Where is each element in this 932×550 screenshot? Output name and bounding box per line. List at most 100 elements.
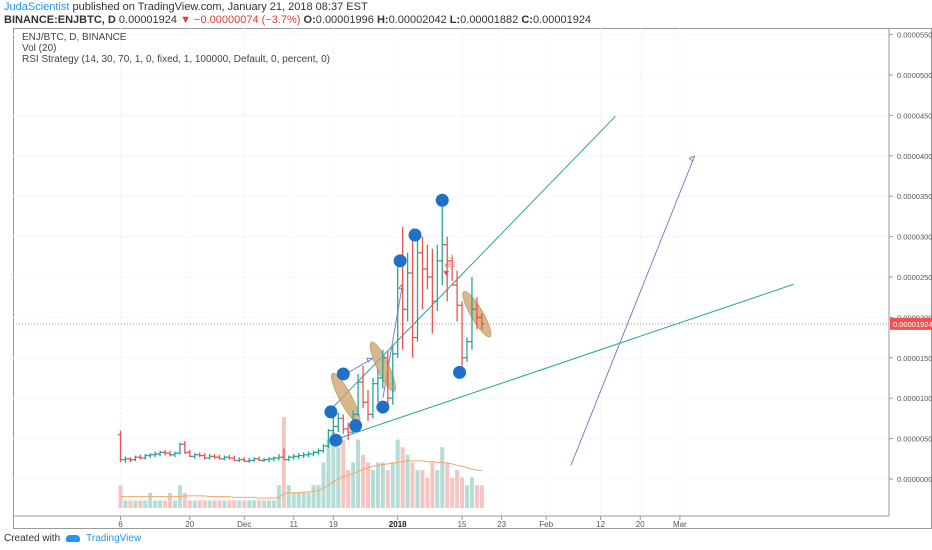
volume-bar <box>133 500 138 508</box>
candle <box>246 457 252 463</box>
volume-bar <box>366 462 370 508</box>
candle <box>424 244 430 290</box>
volume-bar <box>306 492 311 508</box>
x-tick-label: 6 <box>118 520 123 529</box>
candle <box>405 252 411 322</box>
open-value: 0.00001996 <box>315 14 374 26</box>
candle <box>419 236 425 310</box>
pivot-marker <box>408 228 422 242</box>
candle <box>192 453 198 459</box>
projection-arrow <box>570 155 696 466</box>
candle <box>439 200 445 286</box>
candle <box>345 422 351 441</box>
tradingview-logo-icon <box>66 534 81 543</box>
candle <box>340 414 346 434</box>
close-value: 0.00001924 <box>532 14 592 26</box>
candle <box>415 240 420 342</box>
volume-bar <box>460 477 465 508</box>
candle <box>316 448 321 455</box>
volume-bar <box>380 462 385 508</box>
volume-bar <box>469 477 474 508</box>
volume-bar <box>341 439 346 508</box>
candle <box>449 256 455 286</box>
volume-bar <box>375 462 380 508</box>
candle <box>142 453 148 460</box>
volume-bar <box>217 500 222 508</box>
volume-bar <box>242 500 247 508</box>
candle <box>147 453 153 458</box>
signal-qty-label: -1 <box>448 255 454 261</box>
pivot-marker <box>329 433 343 447</box>
volume-bar <box>286 485 291 508</box>
arrow-head <box>688 155 695 162</box>
candle <box>132 455 138 462</box>
volume-bar <box>331 432 336 508</box>
volume-bar <box>276 485 281 508</box>
candle <box>152 451 158 458</box>
volume-bar <box>336 447 341 508</box>
candle <box>464 337 470 362</box>
candle <box>231 455 237 462</box>
x-tick-label: 2018 <box>389 520 407 529</box>
volume-bar <box>182 492 187 508</box>
volume-bar <box>465 485 469 508</box>
candle <box>162 449 168 456</box>
x-tick-label: 20 <box>636 520 645 529</box>
candle <box>177 442 183 455</box>
legend-pair: ENJ/BTC, D, BINANCE <box>22 32 127 43</box>
candle <box>207 453 213 460</box>
high-label: H: <box>376 14 389 26</box>
volume-bar <box>445 462 450 508</box>
upper-trendline <box>328 115 616 413</box>
x-tick-label: Feb <box>539 520 553 529</box>
pivot-marker <box>349 419 363 433</box>
volume-bar <box>123 500 128 508</box>
candle <box>429 248 435 334</box>
x-tick-label: 20 <box>185 520 194 529</box>
volume-bar <box>450 477 455 508</box>
volume-bar <box>415 470 420 508</box>
volume-bar <box>212 500 217 508</box>
candle <box>137 454 143 460</box>
y-tick-label: 0.00000000 <box>897 475 932 484</box>
candle <box>390 345 396 405</box>
pivot-marker <box>376 400 390 414</box>
author-link[interactable]: JudaScientist <box>4 1 70 13</box>
candle <box>197 452 203 458</box>
volume-bar <box>128 500 133 508</box>
candle <box>360 365 366 408</box>
candle <box>202 453 208 460</box>
candle <box>454 270 460 322</box>
publish-text: published on TradingView.com, January 21… <box>72 1 368 13</box>
candle <box>276 453 282 461</box>
pivot-marker <box>324 405 338 419</box>
x-tick-label: Dec <box>237 520 251 529</box>
pivot-marker <box>435 193 449 207</box>
volume-bar <box>267 500 271 508</box>
volume-bar <box>222 500 227 508</box>
candle <box>311 450 317 457</box>
candle <box>286 455 292 462</box>
volume-bar <box>202 500 207 508</box>
volume-bar <box>257 500 262 508</box>
low-label: L: <box>449 14 461 26</box>
pivot-marker <box>393 254 407 268</box>
volume-bar <box>435 470 440 508</box>
arrow-head <box>398 283 404 290</box>
tradingview-link[interactable]: TradingView <box>86 533 142 544</box>
volume-bar <box>271 500 276 508</box>
volume-bar <box>237 500 242 508</box>
candle <box>217 454 222 460</box>
candle <box>370 378 376 419</box>
volume-bar <box>440 447 445 508</box>
candle <box>330 415 336 437</box>
volume-bar <box>474 485 479 508</box>
volume-bar <box>385 470 390 508</box>
volume-bar <box>172 500 177 508</box>
pivot-marker <box>453 365 467 379</box>
